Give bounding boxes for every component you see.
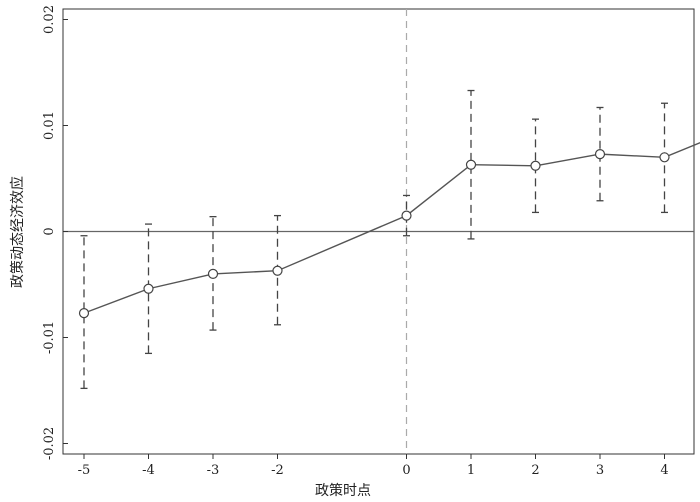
error-bars (80, 89, 668, 390)
x-tick-label: -5 (78, 463, 91, 478)
series-line (83, 141, 700, 314)
x-tick-label: -2 (271, 463, 284, 478)
x-tick-label: 4 (660, 463, 668, 478)
y-axis-ticks: -0.02 -0.01 0 0.01 0.02 (42, 5, 68, 460)
data-points (78, 149, 670, 319)
data-point (78, 308, 90, 319)
y-tick-label: -0.02 (42, 427, 57, 460)
x-tick-label: 2 (531, 463, 539, 478)
reference-lines (63, 9, 694, 454)
data-point (207, 268, 219, 279)
y-axis-label: 政策动态经济效应 (9, 176, 26, 288)
x-tick-label: 1 (467, 463, 475, 478)
x-tick-label: -3 (207, 463, 220, 478)
x-tick-label: 3 (596, 463, 604, 478)
x-tick-label: 0 (402, 463, 410, 478)
x-axis-ticks: -5-4-3-2012345 (78, 454, 669, 478)
y-tick-label: 0.02 (42, 5, 57, 34)
data-point (659, 152, 670, 163)
data-point (465, 159, 477, 170)
x-tick-label: -4 (142, 463, 155, 478)
data-point (594, 149, 606, 160)
y-tick-label: -0.01 (42, 321, 57, 354)
data-point (530, 160, 541, 171)
data-point (272, 265, 283, 276)
x-axis-label: 政策时点 (315, 482, 371, 499)
series-line-group (83, 141, 700, 314)
data-point (143, 283, 154, 294)
data-point (401, 210, 412, 221)
y-tick-label: 0 (42, 227, 57, 235)
y-tick-label: 0.01 (42, 111, 57, 140)
